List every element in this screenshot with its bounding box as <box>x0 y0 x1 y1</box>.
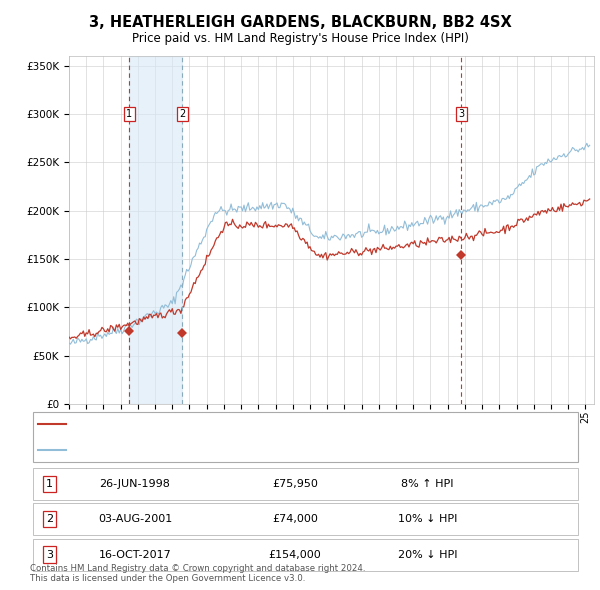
Text: 1: 1 <box>126 109 132 119</box>
Text: 16-OCT-2017: 16-OCT-2017 <box>98 550 171 559</box>
Text: 2: 2 <box>179 109 185 119</box>
FancyBboxPatch shape <box>33 468 578 500</box>
Text: 1: 1 <box>46 479 53 489</box>
Text: 3: 3 <box>458 109 464 119</box>
Text: £74,000: £74,000 <box>272 514 318 524</box>
Text: £154,000: £154,000 <box>269 550 322 559</box>
Text: Price paid vs. HM Land Registry's House Price Index (HPI): Price paid vs. HM Land Registry's House … <box>131 32 469 45</box>
Text: 3, HEATHERLEIGH GARDENS, BLACKBURN, BB2 4SX (detached house): 3, HEATHERLEIGH GARDENS, BLACKBURN, BB2 … <box>71 419 414 429</box>
Text: Contains HM Land Registry data © Crown copyright and database right 2024.
This d: Contains HM Land Registry data © Crown c… <box>30 563 365 583</box>
FancyBboxPatch shape <box>33 539 578 571</box>
Text: £75,950: £75,950 <box>272 479 318 489</box>
Text: 3: 3 <box>46 550 53 559</box>
Text: 20% ↓ HPI: 20% ↓ HPI <box>398 550 457 559</box>
Text: 26-JUN-1998: 26-JUN-1998 <box>100 479 170 489</box>
Text: 10% ↓ HPI: 10% ↓ HPI <box>398 514 457 524</box>
Text: 2: 2 <box>46 514 53 524</box>
Text: 3, HEATHERLEIGH GARDENS, BLACKBURN, BB2 4SX: 3, HEATHERLEIGH GARDENS, BLACKBURN, BB2 … <box>89 15 511 30</box>
Text: 03-AUG-2001: 03-AUG-2001 <box>98 514 172 524</box>
Text: HPI: Average price, detached house, Blackburn with Darwen: HPI: Average price, detached house, Blac… <box>71 445 367 455</box>
FancyBboxPatch shape <box>33 412 578 462</box>
Bar <box>129 56 182 404</box>
Text: 8% ↑ HPI: 8% ↑ HPI <box>401 479 454 489</box>
FancyBboxPatch shape <box>33 503 578 535</box>
